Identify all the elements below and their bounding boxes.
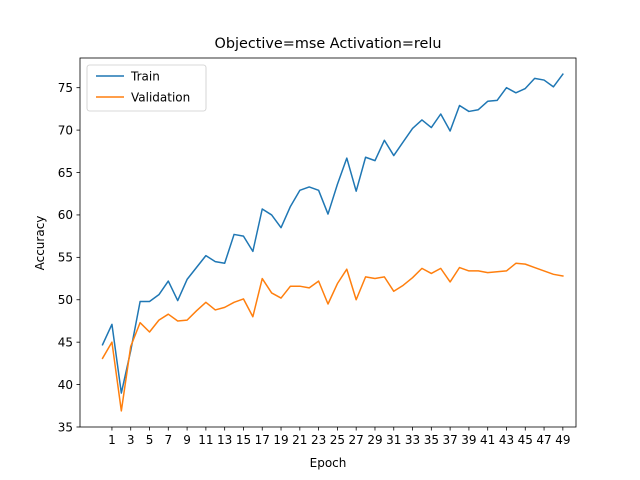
x-axis-label: Epoch [310,456,347,470]
x-tick-label: 1 [108,433,116,447]
x-tick-label: 45 [518,433,533,447]
y-tick-label: 60 [58,208,73,222]
chart-title: Objective=mse Activation=relu [215,36,442,52]
x-tick-label: 15 [236,433,251,447]
x-tick-label: 27 [349,433,364,447]
x-tick-label: 49 [555,433,570,447]
x-tick-label: 9 [183,433,191,447]
x-tick-label: 35 [424,433,439,447]
axes-frame [79,57,577,428]
x-tick-label: 23 [311,433,326,447]
x-tick-label: 37 [442,433,457,447]
x-tick-label: 29 [367,433,382,447]
legend: Train Validation [86,64,207,112]
x-tick-label: 47 [536,433,551,447]
y-tick-label: 50 [58,293,73,307]
x-tick-label: 7 [164,433,172,447]
y-tick-label: 40 [58,378,73,392]
plot-area: 1 3 5 7 9 11 13 15 17 19 21 23 25 27 29 31 33 35 37 39 41 43 4… [58,57,577,447]
x-tick-label: 25 [330,433,345,447]
series-line-1 [101,262,564,412]
x-tick-label: 21 [292,433,307,447]
x-tick-label: 43 [499,433,514,447]
x-tick-label: 39 [461,433,476,447]
x-tick-label: 41 [480,433,495,447]
y-tick-label: 70 [58,123,73,137]
x-tick-label: 31 [386,433,401,447]
x-tick-label: 33 [405,433,420,447]
x-tick-label: 17 [255,433,270,447]
legend-label-0: Train [130,69,160,83]
series-line-0 [101,73,564,394]
y-tick-label: 55 [58,251,73,265]
x-tick-label: 13 [217,433,232,447]
x-tick-label: 3 [127,433,135,447]
y-tick-label: 35 [58,420,73,434]
y-tick-label: 65 [58,166,73,180]
y-axis-label: Accuracy [33,216,47,271]
legend-label-1: Validation [131,90,190,104]
y-tick-label: 75 [58,81,73,95]
x-tick-label: 11 [198,433,213,447]
x-tick-label: 19 [273,433,288,447]
y-tick-label: 45 [58,335,73,349]
x-tick-label: 5 [146,433,154,447]
